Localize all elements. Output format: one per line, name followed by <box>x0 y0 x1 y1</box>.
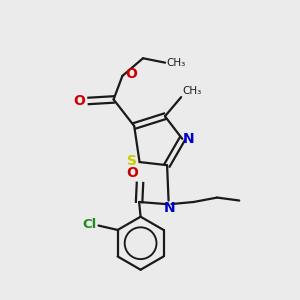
Text: N: N <box>183 132 195 146</box>
Text: O: O <box>125 68 136 81</box>
Text: O: O <box>127 166 139 180</box>
Text: CH₃: CH₃ <box>167 58 186 68</box>
Text: S: S <box>127 154 137 168</box>
Text: N: N <box>164 201 175 215</box>
Text: O: O <box>73 94 85 108</box>
Text: CH₃: CH₃ <box>183 86 202 96</box>
Text: Cl: Cl <box>83 218 97 232</box>
